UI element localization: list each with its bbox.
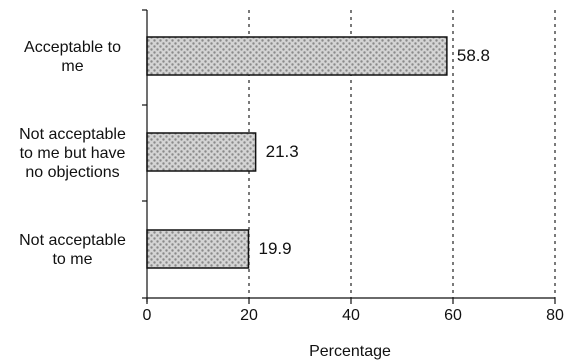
category-label: Not acceptable to me but have no objection… <box>19 125 126 181</box>
x-tick-label: 0 <box>142 307 152 324</box>
bar-value-label: 19.9 <box>258 239 292 258</box>
bar-0 <box>146 36 448 76</box>
category-label: Not acceptable to me <box>19 232 126 268</box>
x-axis-title: Percentage <box>309 343 391 360</box>
bar-2 <box>146 229 250 269</box>
bar-value-label: 21.3 <box>265 142 299 161</box>
x-tick-label: 20 <box>240 307 258 324</box>
category-label: Acceptable to me <box>24 39 121 75</box>
bar-value-label: 58.8 <box>456 46 490 65</box>
x-tick-label: 60 <box>444 307 462 324</box>
bar-1 <box>146 132 257 172</box>
x-tick-label: 80 <box>546 307 564 324</box>
x-tick-label: 40 <box>342 307 360 324</box>
